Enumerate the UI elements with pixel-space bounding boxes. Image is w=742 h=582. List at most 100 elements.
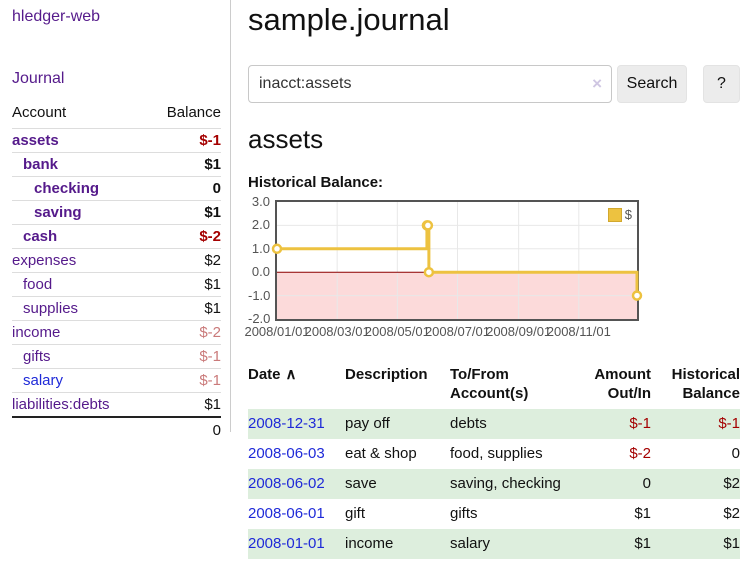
account-balance: $1 (146, 392, 221, 417)
sidebar: hledger-web Journal Account Balance asse… (0, 0, 231, 443)
account-balance: $-1 (146, 368, 221, 393)
account-balance: $-1 (146, 128, 221, 153)
register-header-description: Description (345, 366, 428, 383)
x-axis-tick-label: 2008/11/01 (546, 324, 611, 339)
y-axis-tick-label: 3.0 (251, 194, 270, 209)
legend-swatch-icon (607, 207, 622, 222)
account-row: bank $1 (12, 152, 221, 177)
account-balance: $1 (146, 272, 221, 297)
account-link-bank[interactable]: bank (23, 156, 59, 173)
transaction-date-link[interactable]: 2008-12-31 (248, 415, 325, 432)
transaction-amount: $-1 (580, 409, 651, 439)
balance-chart: $ 3.0 2.0 1.0 0.0 -1.0 -2.0 2008/01/01 2008/03… (244, 194, 740, 348)
transaction-description: eat & shop (345, 445, 417, 462)
account-link-income[interactable]: income (12, 324, 61, 341)
account-link-supplies[interactable]: supplies (23, 300, 79, 317)
transaction-date-link[interactable]: 2008-06-03 (248, 445, 325, 462)
account-link-assets[interactable]: assets (12, 132, 59, 149)
transaction-description: income (345, 529, 450, 559)
legend-label: $ (624, 207, 632, 222)
y-axis-tick-label: 2.0 (251, 217, 270, 233)
account-balance: $1 (146, 200, 221, 225)
transaction-balance: $1 (651, 529, 740, 559)
register-row: 2008-06-01 gift gifts $1 $2 (248, 499, 740, 529)
chart-title: Historical Balance: (248, 174, 384, 191)
y-axis-tick-label: 1.0 (251, 240, 270, 256)
transaction-balance: $2 (723, 505, 740, 522)
account-balance: $2 (146, 248, 221, 273)
account-balance: $-2 (146, 224, 221, 249)
account-link-gifts[interactable]: gifts (23, 348, 51, 365)
account-row: liabilities:debts $1 (12, 392, 221, 417)
account-row: saving $1 (12, 200, 221, 225)
sidebar-item-journal[interactable]: Journal (12, 70, 65, 87)
main-content: sample.journal × Search ? assets Histori… (244, 0, 740, 559)
x-axis-tick-label: 2008/07/01 (424, 324, 491, 339)
chart-legend: $ (606, 207, 633, 222)
account-link-salary[interactable]: salary (23, 372, 64, 389)
account-row: checking 0 (12, 176, 221, 201)
account-link-food[interactable]: food (23, 276, 53, 293)
brand-link[interactable]: hledger-web (12, 8, 101, 25)
transaction-balance: 0 (731, 445, 740, 462)
register-table: Date ∧ Description To/From Account(s) Amo… (248, 363, 740, 559)
account-row: income $-2 (12, 320, 221, 345)
account-row: food $1 (12, 272, 221, 297)
transaction-description: gift (345, 505, 366, 522)
x-axis-tick-label: 2008/03/01 (304, 324, 370, 339)
search-input[interactable] (248, 65, 612, 103)
register-row: 2008-12-31 pay off debts $-1 $-1 (248, 409, 740, 439)
account-link-cash[interactable]: cash (23, 228, 58, 245)
transaction-accounts: gifts (450, 505, 478, 522)
search-button[interactable]: Search (617, 65, 687, 103)
transaction-balance: $-1 (651, 409, 740, 439)
account-balance: $1 (146, 152, 221, 177)
accounts-header-balance: Balance (166, 104, 221, 121)
transaction-date-link[interactable]: 2008-06-01 (248, 505, 325, 522)
transaction-amount: $-2 (629, 445, 651, 462)
transaction-accounts: food, supplies (450, 445, 543, 462)
help-button[interactable]: ? (703, 65, 740, 103)
account-balance: 0 (146, 176, 221, 201)
chart-plot-area[interactable]: $ (271, 200, 643, 321)
register-row: 2008-01-01 income salary $1 $1 (248, 529, 740, 559)
account-link-checking[interactable]: checking (34, 180, 100, 197)
transaction-date-link[interactable]: 2008-01-01 (248, 535, 325, 552)
account-link-saving[interactable]: saving (34, 204, 82, 221)
register-header-accounts: To/From Account(s) (450, 366, 529, 402)
register-header-date[interactable]: Date ∧ (248, 366, 297, 383)
register-row: 2008-06-02 save saving, checking 0 $2 (248, 469, 740, 499)
account-row: gifts $-1 (12, 344, 221, 369)
account-link-liabilities-debts[interactable]: liabilities:debts (12, 396, 110, 413)
accounts-total-value: 0 (146, 416, 221, 443)
accounts-total-row: 0 (12, 416, 221, 443)
account-balance: $1 (146, 296, 221, 321)
register-header-balance: Historical Balance (671, 366, 740, 402)
accounts-header-account: Account (12, 104, 67, 121)
account-row: supplies $1 (12, 296, 221, 321)
account-row: assets $-1 (12, 128, 221, 153)
account-row: salary $-1 (12, 368, 221, 393)
y-axis-tick-label: 0.0 (251, 264, 270, 280)
transaction-accounts: debts (450, 409, 580, 439)
account-balance: $-1 (146, 344, 221, 369)
account-balance: $-2 (146, 320, 221, 345)
account-row: cash $-2 (12, 224, 221, 249)
register-header-amount: Amount Out/In (594, 366, 651, 402)
transaction-amount: $1 (634, 505, 651, 522)
account-heading: assets (248, 124, 324, 154)
y-axis-tick-label: -1.0 (248, 287, 271, 303)
y-axis-tick-label: -2.0 (248, 311, 271, 326)
account-link-expenses[interactable]: expenses (12, 252, 77, 269)
account-row: expenses $2 (12, 248, 221, 273)
page-title: sample.journal (248, 2, 450, 37)
x-axis-tick-label: 2008/01/01 (244, 324, 310, 339)
transaction-amount: 0 (580, 469, 651, 499)
transaction-description: save (345, 469, 450, 499)
transaction-date-link[interactable]: 2008-06-02 (248, 475, 325, 492)
x-axis-tick-label: 2008/05/01 (364, 324, 430, 339)
register-row: 2008-06-03 eat & shop food, supplies $-2 0 (248, 439, 740, 469)
chart-canvas (271, 202, 643, 319)
clear-search-icon[interactable]: × (592, 74, 602, 93)
sort-asc-icon: ∧ (285, 366, 297, 383)
